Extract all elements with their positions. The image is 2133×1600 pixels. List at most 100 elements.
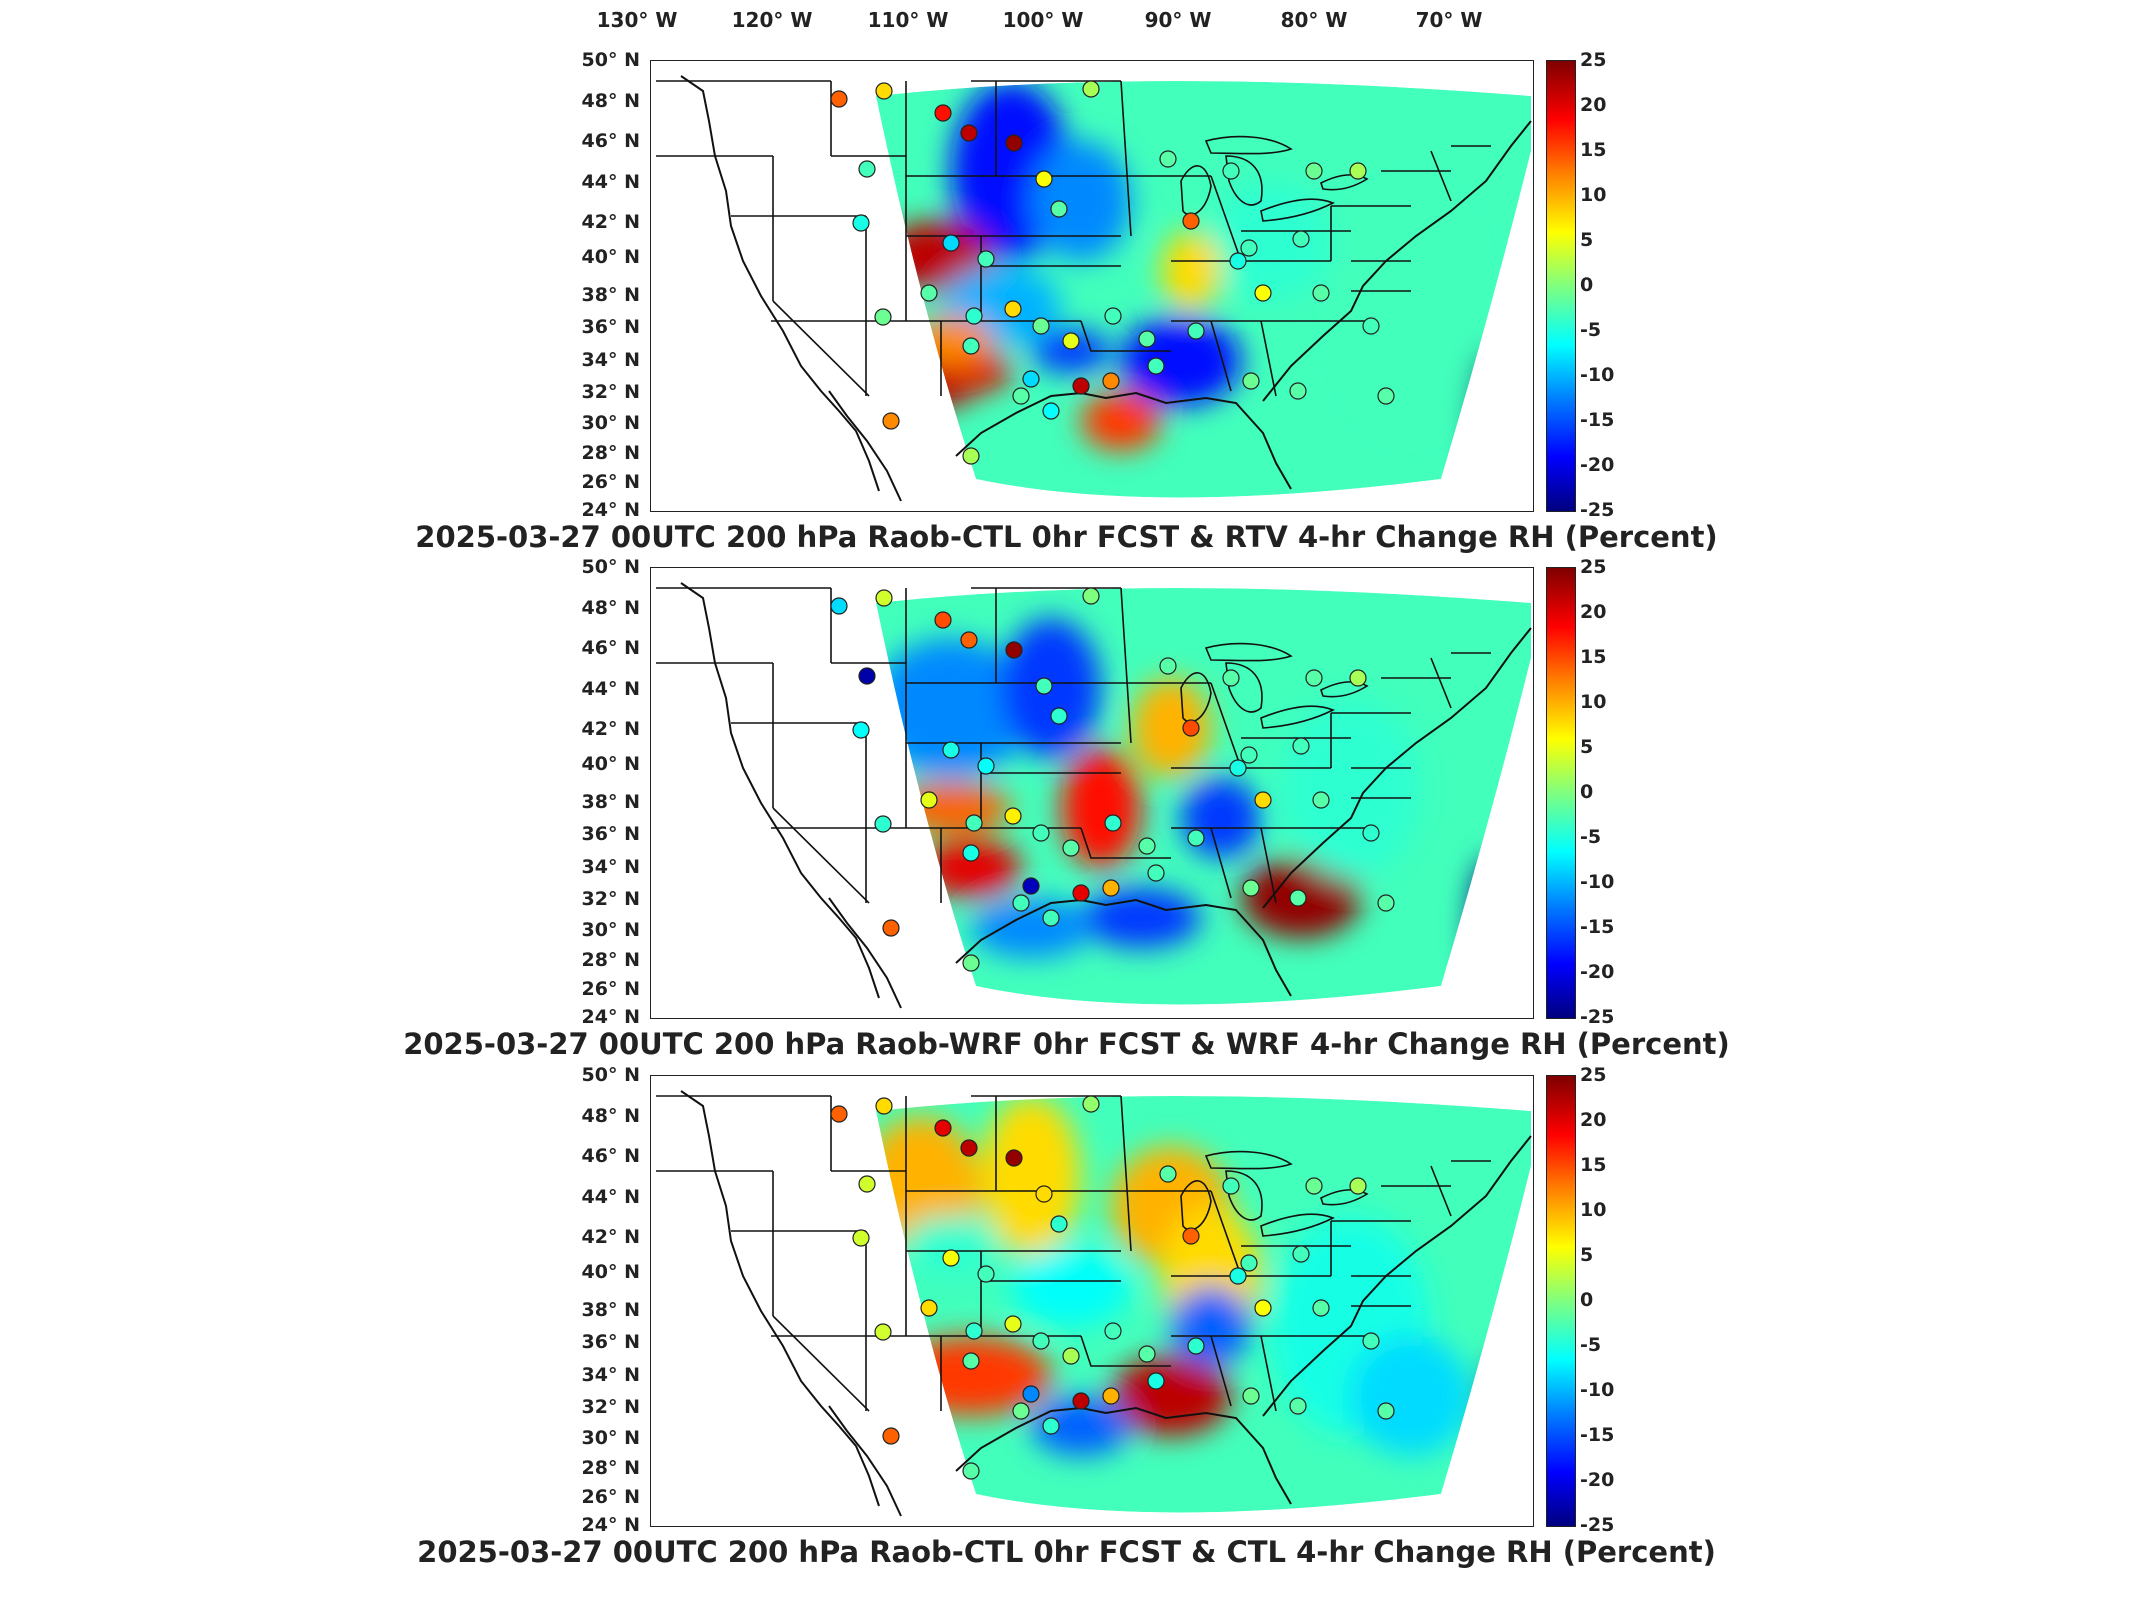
colorbar	[1546, 60, 1576, 512]
raob-station-marker	[1377, 1402, 1395, 1420]
raob-station-marker	[1187, 1337, 1205, 1355]
rh-anomaly-region	[891, 1336, 1051, 1416]
raob-station-marker	[1377, 894, 1395, 912]
colorbar-tick-label: -10	[1580, 871, 1615, 893]
raob-station-marker	[1104, 307, 1122, 325]
raob-station-marker	[1254, 284, 1272, 302]
state-border	[1210, 1190, 1242, 1277]
raob-station-marker	[858, 1175, 876, 1193]
raob-station-marker	[1349, 1177, 1367, 1195]
raob-station-marker	[920, 791, 938, 809]
great-lake	[1204, 1150, 1293, 1170]
coastline	[680, 75, 880, 492]
raob-station-marker	[977, 250, 995, 268]
rh-anomaly-region	[1081, 391, 1161, 451]
rh-anomaly-region	[921, 838, 1021, 898]
colorbar-tick-label: 10	[1580, 691, 1607, 713]
raob-station-marker	[1062, 332, 1080, 350]
raob-station-marker	[852, 1229, 870, 1247]
raob-station-marker	[1032, 317, 1050, 335]
raob-station-marker	[1362, 317, 1380, 335]
raob-station-marker	[1305, 162, 1323, 180]
raob-station-marker	[858, 160, 876, 178]
raob-stations	[830, 587, 1395, 972]
map-plot	[650, 567, 1534, 1019]
raob-station-marker	[874, 308, 892, 326]
raob-station-marker	[1182, 1227, 1200, 1245]
raob-station-marker	[1035, 677, 1053, 695]
raob-station-marker	[1159, 150, 1177, 168]
colorbar-tick-label: 15	[1580, 646, 1607, 668]
raob-station-marker	[1240, 1254, 1258, 1272]
latitude-label: 38° N	[581, 1299, 640, 1321]
raob-station-marker	[1222, 1177, 1240, 1195]
colorbar-tick-label: 5	[1580, 1244, 1594, 1266]
latitude-label: 28° N	[581, 442, 640, 464]
raob-station-marker	[934, 104, 952, 122]
longitude-label: 80° W	[1280, 8, 1348, 32]
colorbar-tick-label: -15	[1580, 1424, 1615, 1446]
colorbar-tick-label: 0	[1580, 1289, 1594, 1311]
rh-anomaly-region	[1081, 888, 1201, 948]
raob-station-marker	[1222, 162, 1240, 180]
colorbar-tick-label: 5	[1580, 736, 1594, 758]
raob-station-marker	[1082, 1095, 1100, 1113]
colorbar-tick-label: -25	[1580, 499, 1615, 521]
state-border	[1430, 657, 1452, 709]
raob-station-marker	[1242, 372, 1260, 390]
rh-change-field	[876, 81, 1531, 498]
raob-station-marker	[882, 1427, 900, 1445]
raob-station-marker	[1305, 669, 1323, 687]
latitude-label: 28° N	[581, 949, 640, 971]
colorbar-tick-label: -20	[1580, 961, 1615, 983]
rh-anomaly-region	[891, 783, 1011, 833]
rh-anomaly-region	[1031, 141, 1131, 261]
raob-station-marker	[962, 447, 980, 465]
raob-station-marker	[1032, 1332, 1050, 1350]
raob-station-marker	[1312, 791, 1330, 809]
great-lake	[1320, 681, 1369, 698]
raob-station-marker	[977, 757, 995, 775]
raob-station-marker	[920, 1299, 938, 1317]
great-lake	[1260, 1213, 1335, 1237]
raob-station-marker	[1050, 200, 1068, 218]
map-panel: 50° N 48° N 46° N 44° N 42° N 40° N 38° N 36° N…	[0, 1064, 2133, 1595]
raob-station-marker	[1229, 759, 1247, 777]
longitude-label: 100° W	[1002, 8, 1084, 32]
latitude-label: 40° N	[581, 1261, 640, 1283]
state-border	[1430, 150, 1452, 202]
raob-station-marker	[1138, 1345, 1156, 1363]
raob-station-marker	[1147, 1372, 1165, 1390]
coastline	[955, 391, 1292, 490]
colorbar	[1546, 567, 1576, 1019]
colorbar-tick-label: 0	[1580, 274, 1594, 296]
colorbar-tick-label: 25	[1580, 49, 1607, 71]
rh-anomaly-region	[971, 898, 1091, 958]
latitude-label: 48° N	[581, 90, 640, 112]
colorbar-tick-label: -25	[1580, 1006, 1615, 1028]
raob-station-marker	[1349, 669, 1367, 687]
raob-station-marker	[1292, 1245, 1310, 1263]
coastline	[680, 582, 880, 999]
raob-station-marker	[1050, 1215, 1068, 1233]
raob-station-marker	[1377, 387, 1395, 405]
raob-station-marker	[1229, 252, 1247, 270]
latitude-label: 30° N	[581, 412, 640, 434]
raob-station-marker	[1305, 1177, 1323, 1195]
great-lake	[1204, 135, 1293, 155]
political-boundaries	[656, 1090, 1532, 1517]
raob-station-marker	[1138, 837, 1156, 855]
raob-station-marker	[882, 919, 900, 937]
raob-station-marker	[1182, 719, 1200, 737]
raob-station-marker	[858, 667, 876, 685]
great-lake	[1320, 174, 1369, 191]
state-border	[1210, 827, 1232, 899]
raob-station-marker	[1229, 1267, 1247, 1285]
latitude-label: 34° N	[581, 1364, 640, 1386]
raob-station-marker	[1187, 322, 1205, 340]
latitude-label: 38° N	[581, 791, 640, 813]
raob-station-marker	[1138, 330, 1156, 348]
latitude-label: 48° N	[581, 597, 640, 619]
rh-anomaly-region	[1281, 698, 1421, 878]
raob-station-marker	[1004, 1315, 1022, 1333]
